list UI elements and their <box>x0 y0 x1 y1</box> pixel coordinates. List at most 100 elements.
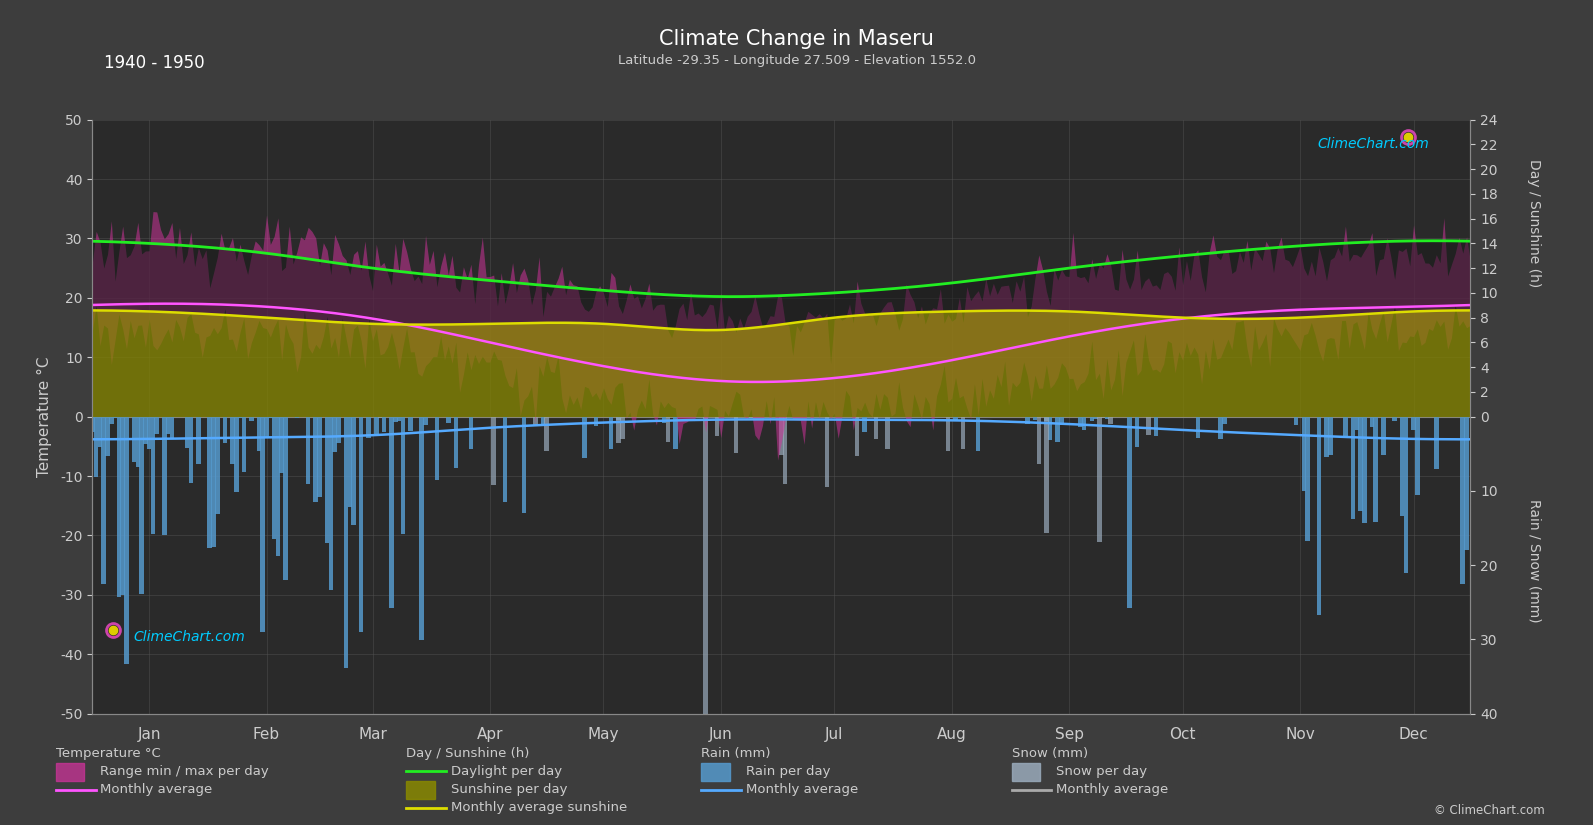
Bar <box>1219 417 1223 439</box>
Text: ClimeChart.com: ClimeChart.com <box>134 630 245 644</box>
Bar <box>212 417 215 548</box>
Text: Range min / max per day: Range min / max per day <box>100 765 269 778</box>
Bar <box>116 417 121 597</box>
Bar <box>1305 417 1309 541</box>
Bar <box>382 417 386 431</box>
Text: © ClimeChart.com: © ClimeChart.com <box>1434 804 1545 817</box>
Bar <box>166 417 170 434</box>
Bar <box>609 417 613 450</box>
Bar <box>344 417 349 668</box>
Bar <box>1343 417 1348 438</box>
Bar <box>534 417 537 426</box>
Bar <box>97 417 102 446</box>
Bar <box>454 417 459 468</box>
Bar <box>616 417 621 420</box>
Bar <box>108 417 113 424</box>
Bar <box>1324 417 1329 457</box>
Bar <box>256 417 261 451</box>
Y-axis label: Temperature °C: Temperature °C <box>37 356 53 477</box>
Bar <box>1415 417 1419 495</box>
Bar <box>135 417 140 467</box>
Text: Snow (mm): Snow (mm) <box>1012 747 1088 760</box>
Bar <box>378 417 382 418</box>
Bar <box>1461 417 1466 584</box>
Bar <box>347 417 352 507</box>
Bar <box>715 417 720 436</box>
Bar <box>1147 417 1150 436</box>
Text: Monthly average: Monthly average <box>746 783 857 796</box>
Bar <box>886 417 889 450</box>
Bar <box>1043 417 1048 533</box>
Bar <box>102 417 107 584</box>
Bar <box>734 417 738 453</box>
Bar <box>314 417 319 502</box>
Bar <box>295 417 299 418</box>
Bar <box>155 417 159 434</box>
Bar <box>825 417 828 488</box>
Bar <box>946 417 949 451</box>
Bar <box>234 417 239 492</box>
Bar <box>196 417 201 464</box>
Bar <box>284 417 288 580</box>
Bar <box>674 417 677 449</box>
Bar <box>1362 417 1367 523</box>
Bar <box>393 417 398 422</box>
Bar <box>616 417 621 443</box>
Bar <box>261 417 264 632</box>
Bar <box>1359 417 1364 512</box>
Bar <box>419 417 424 640</box>
Bar <box>1434 417 1438 469</box>
Bar <box>352 417 355 525</box>
Bar <box>782 417 787 483</box>
Bar <box>1037 417 1042 464</box>
Bar <box>1032 417 1037 419</box>
Bar <box>1222 417 1227 424</box>
Bar <box>1059 417 1064 425</box>
Bar <box>374 417 379 435</box>
Bar <box>279 417 284 473</box>
Bar <box>1373 417 1378 522</box>
Bar <box>1381 417 1386 455</box>
Bar <box>389 417 393 608</box>
Bar <box>400 417 405 535</box>
Bar <box>468 417 473 450</box>
Bar <box>333 417 338 452</box>
Bar <box>855 417 859 456</box>
Bar <box>953 417 957 420</box>
Bar <box>358 417 363 632</box>
Bar <box>1082 417 1086 430</box>
Text: Monthly average: Monthly average <box>1056 783 1168 796</box>
Bar <box>207 417 212 549</box>
Bar <box>1093 417 1098 419</box>
Bar <box>661 417 666 423</box>
Bar <box>540 417 545 424</box>
Bar <box>961 417 965 449</box>
Bar <box>264 417 269 438</box>
Bar <box>1098 417 1102 542</box>
Bar <box>873 417 878 439</box>
Bar <box>188 417 193 483</box>
Bar <box>1078 417 1083 427</box>
Bar <box>408 417 413 431</box>
Bar <box>162 417 167 535</box>
Bar <box>977 417 980 451</box>
Text: Rain / Snow (mm): Rain / Snow (mm) <box>1528 499 1540 623</box>
Bar <box>1043 417 1048 421</box>
Text: Monthly average sunshine: Monthly average sunshine <box>451 801 628 814</box>
Bar <box>1317 417 1321 615</box>
Bar <box>336 417 341 443</box>
Bar <box>1056 417 1059 442</box>
Bar <box>1301 417 1306 491</box>
Bar <box>124 417 129 664</box>
Bar <box>545 417 550 451</box>
Text: ClimeChart.com: ClimeChart.com <box>1317 138 1429 152</box>
Bar <box>249 417 253 422</box>
Bar <box>424 417 429 425</box>
Text: Climate Change in Maseru: Climate Change in Maseru <box>660 29 933 49</box>
Bar <box>147 417 151 449</box>
Bar <box>366 417 371 438</box>
Text: Temperature °C: Temperature °C <box>56 747 161 760</box>
Bar <box>268 417 272 418</box>
Bar <box>583 417 586 458</box>
Bar <box>215 417 220 514</box>
